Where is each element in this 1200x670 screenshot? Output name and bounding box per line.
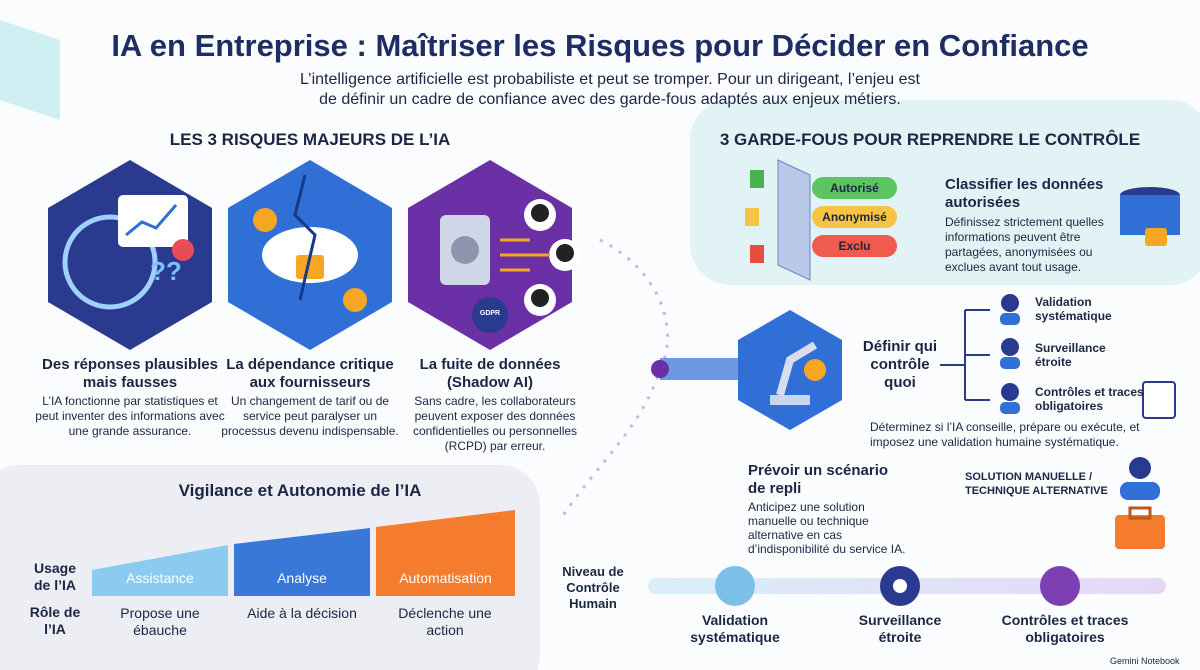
- risk-hexagons-shape: [62, 214, 158, 310]
- risk-hexagons-shape: ??: [150, 256, 182, 286]
- autonomy-bars-shape: [234, 528, 370, 596]
- classify-icon-shape: [812, 235, 897, 257]
- risk-hexagons-shape: [296, 255, 324, 279]
- subtitle: L’intelligence artificielle est probabil…: [300, 71, 920, 108]
- row-label: Rôle de l’IA: [29, 604, 81, 637]
- fallback-icon-shape: [1120, 482, 1160, 500]
- fallback-icon-shape: [1128, 506, 1152, 520]
- gdpr-badge: GDPR: [479, 310, 501, 317]
- risk-hexagons-shape: [500, 238, 550, 272]
- control-icon-shape: [940, 309, 990, 401]
- risk-hexagons-shape: [556, 244, 574, 262]
- autonomy-bars: [92, 510, 515, 596]
- guard-title: Classifier les données autorisées: [945, 176, 1104, 211]
- background-panels-shape: [0, 20, 60, 120]
- guard-text: Déterminez si l’IA conseille, prépare ou…: [870, 420, 1140, 449]
- risk-text: Un changement de tarif ou de service peu…: [221, 394, 399, 438]
- role-label: Aide à la décision: [247, 605, 357, 621]
- classify-icon-shape: [745, 208, 759, 226]
- risk-title: Des réponses plausibles mais fausses: [42, 356, 218, 391]
- control-icon-shape: [1000, 357, 1020, 369]
- risk-hexagons-shape: [293, 174, 317, 301]
- vigilance-title: Vigilance et Autonomie de l’IA: [178, 481, 422, 500]
- risk-text: L’IA fonctionne par statistiques et peut…: [35, 394, 225, 438]
- footer-brand: Gemini Notebook: [1110, 656, 1180, 666]
- control-icon-shape: [1001, 338, 1019, 356]
- flow-dots-shape: [651, 360, 669, 378]
- data-label: Anonymisé: [822, 210, 887, 224]
- fallback-icon-shape: [1129, 457, 1151, 479]
- risk-hexagons-shape: [343, 288, 367, 312]
- risk-text: Sans cadre, les collaborateurs peuvent e…: [412, 394, 578, 453]
- autonomy-bars-shape: [92, 545, 228, 596]
- control-item: Contrôles et traces obligatoires: [1035, 385, 1144, 413]
- flow-dots-shape: [660, 358, 750, 380]
- classify-icon-shape: [750, 170, 764, 188]
- risk-hexagons-shape: [531, 204, 549, 222]
- control-icon-shape: [1001, 294, 1019, 312]
- row-label: Usage de l’IA: [33, 560, 77, 593]
- control-icon-shape: [1142, 381, 1176, 419]
- data-label: Autorisé: [830, 181, 879, 195]
- section-heading: 3 GARDE-FOUS POUR REPRENDRE LE CONTRÔLE: [719, 130, 1141, 149]
- risk-title: La dépendance critique aux fournisseurs: [226, 356, 394, 391]
- control-icon: [738, 294, 1176, 430]
- title: IA en Entreprise : Maîtriser les Risques…: [111, 28, 1089, 63]
- control-scale-bar-shape: [1040, 566, 1080, 606]
- scale-item: Surveillance étroite: [858, 612, 942, 645]
- risk-hexagons-shape: [253, 208, 277, 232]
- fallback-icon-shape: [1115, 515, 1165, 549]
- classify-icon: [745, 159, 1180, 281]
- control-item: Surveillance étroite: [1035, 341, 1106, 369]
- guard-text: Anticipez une solution manuelle ou techn…: [748, 500, 906, 556]
- usage-label: Assistance: [126, 570, 194, 586]
- risk-hexagons-shape: [531, 289, 549, 307]
- control-icon-shape: [1000, 313, 1020, 325]
- autonomy-bars-shape: [376, 510, 515, 596]
- section-heading: LES 3 RISQUES MAJEURS DE L’IA: [169, 130, 451, 149]
- fallback-label: SOLUTION MANUELLE / TECHNIQUE ALTERNATIV…: [965, 471, 1108, 497]
- classify-icon-shape: [777, 159, 811, 281]
- role-label: Déclenche une action: [398, 605, 492, 638]
- role-label: Propose une ébauche: [120, 605, 200, 638]
- control-scale-bar: [648, 566, 1166, 606]
- risk-hexagons-shape: [472, 297, 508, 333]
- risk-hexagons: ??: [48, 160, 581, 350]
- control-icon-shape: [770, 395, 810, 405]
- risk-hexagons-shape: [172, 239, 194, 261]
- risk-title: La fuite de données (Shadow AI): [419, 356, 561, 391]
- classify-icon-shape: [750, 245, 764, 263]
- usage-label: Analyse: [277, 570, 327, 586]
- control-scale-bar-shape: [893, 579, 907, 593]
- guard-text: Définissez strictement quelles informati…: [945, 215, 1104, 274]
- scale-item: Contrôles et traces obligatoires: [1001, 612, 1129, 645]
- scale-label: Niveau de Contrôle Humain: [562, 564, 624, 611]
- control-icon-shape: [804, 359, 826, 381]
- risk-hexagons-shape: [118, 195, 188, 247]
- flow-dots: [558, 238, 750, 521]
- scale-item: Validation systématique: [690, 612, 780, 645]
- guard-title: Définir qui contrôle quoi: [862, 338, 938, 391]
- guard-title: Prévoir un scénario de repli: [748, 462, 889, 497]
- data-label: Exclu: [838, 239, 871, 253]
- classify-icon-shape: [812, 206, 897, 228]
- usage-label: Automatisation: [399, 570, 492, 586]
- classify-icon-shape: [812, 177, 897, 199]
- control-icon-shape: [776, 341, 818, 397]
- control-icon-shape: [1001, 383, 1019, 401]
- flow-dots-shape: [558, 238, 669, 521]
- control-icon-shape: [1000, 402, 1020, 414]
- classify-icon-shape: [1145, 228, 1167, 246]
- risk-hexagons-shape: [451, 236, 479, 264]
- fallback-icon: [1115, 457, 1165, 549]
- control-scale-bar-shape: [715, 566, 755, 606]
- control-item: Validation systématique: [1035, 295, 1112, 323]
- risk-hexagons-shape: [125, 204, 178, 237]
